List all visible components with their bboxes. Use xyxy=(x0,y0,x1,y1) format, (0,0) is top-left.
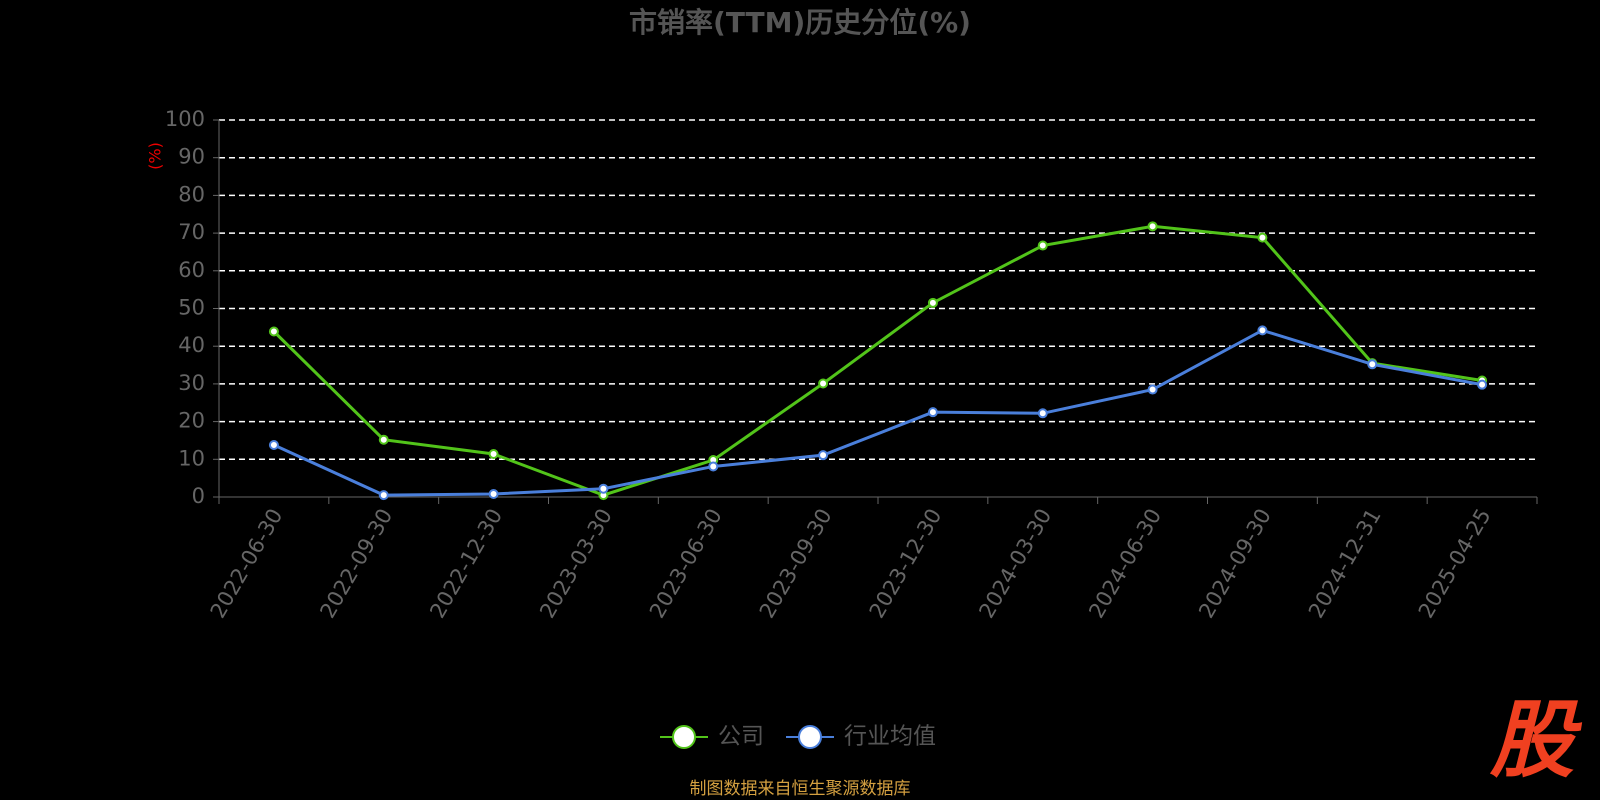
y-tick-label: 0 xyxy=(192,484,205,508)
y-tick-label: 50 xyxy=(178,296,205,320)
data-point xyxy=(268,439,279,450)
data-point xyxy=(488,488,499,499)
data-point xyxy=(488,449,499,460)
data-point xyxy=(1147,384,1158,395)
y-tick-label: 100 xyxy=(165,107,205,131)
y-axis-label: (%) xyxy=(146,142,165,170)
data-point xyxy=(1367,359,1378,370)
y-tick-label: 10 xyxy=(178,446,205,470)
chart-title: 市销率(TTM)历史分位(%) xyxy=(629,6,971,39)
data-point xyxy=(1147,221,1158,232)
y-tick-label: 80 xyxy=(178,182,205,206)
y-tick-label: 20 xyxy=(178,409,205,433)
data-point xyxy=(378,434,389,445)
series-line xyxy=(272,224,1483,497)
data-point xyxy=(708,461,719,472)
data-point xyxy=(1257,232,1268,243)
y-tick-label: 70 xyxy=(178,220,205,244)
data-point xyxy=(1037,408,1048,419)
data-point xyxy=(268,326,279,337)
y-tick-label: 60 xyxy=(178,258,205,282)
data-point xyxy=(818,450,829,461)
data-point xyxy=(927,407,938,418)
data-point xyxy=(1477,379,1488,390)
legend-marker xyxy=(672,725,696,749)
y-tick-label: 90 xyxy=(178,145,205,169)
legend-label: 公司 xyxy=(718,724,764,750)
data-point xyxy=(927,297,938,308)
data-point xyxy=(598,483,609,494)
source-note: 制图数据来自恒生聚源数据库 xyxy=(690,779,911,799)
legend-label: 行业均值 xyxy=(844,724,936,750)
y-tick-label: 30 xyxy=(178,371,205,395)
series-line xyxy=(273,328,1483,497)
logo: 股 xyxy=(1489,691,1583,789)
data-point xyxy=(378,490,389,501)
data-point xyxy=(818,378,829,389)
legend-marker xyxy=(798,725,822,749)
y-tick-label: 40 xyxy=(178,333,205,357)
data-point xyxy=(1257,325,1268,336)
data-point xyxy=(1037,240,1048,251)
